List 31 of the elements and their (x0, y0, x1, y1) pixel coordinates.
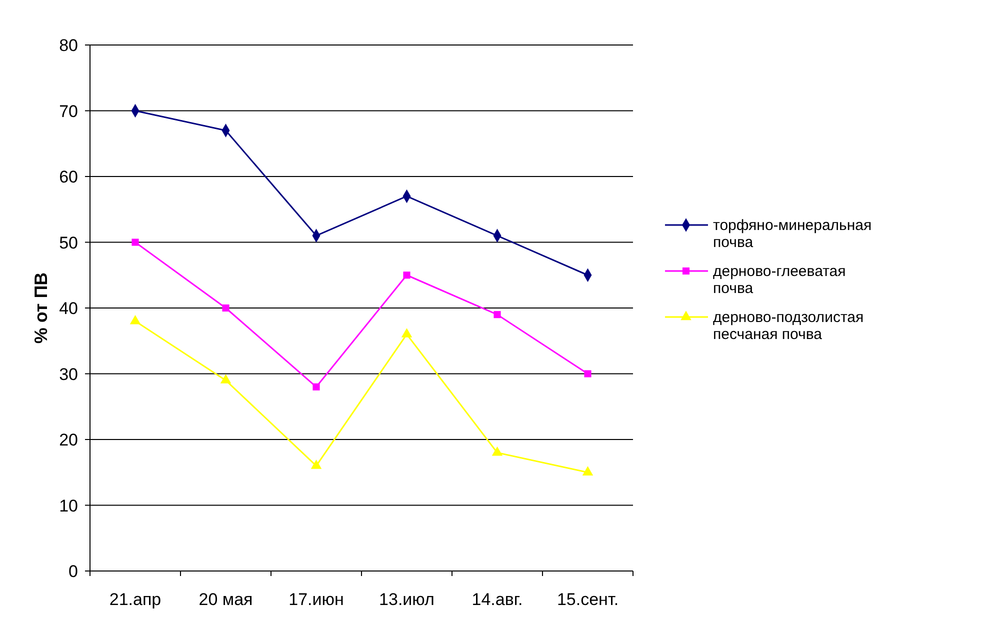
point (222, 304, 230, 312)
x-tick-label: 20 мая (198, 590, 253, 609)
y-tick-label: 0 (68, 562, 78, 581)
y-tick-label: 80 (59, 36, 78, 55)
x-tick-label: 21.апр (109, 590, 162, 609)
y-tick-label: 10 (59, 496, 78, 516)
point (220, 374, 232, 384)
point (403, 272, 410, 279)
x-tick-label: 17.июн (288, 590, 344, 609)
legend-label: дерново-глееватая почва (713, 263, 846, 297)
point (584, 370, 592, 378)
y-axis-title: % от ПВ (31, 272, 51, 344)
y-tick-label: 50 (59, 233, 78, 252)
legend-label: дерново-подзолистая песчаная почва (713, 309, 864, 343)
point (582, 466, 594, 476)
legend-label: торфяно-минеральная почва (713, 217, 872, 251)
y-tick-label: 70 (59, 102, 78, 121)
point (132, 238, 139, 246)
y-tick-label: 30 (59, 364, 78, 384)
x-tick-label: 15.сент. (556, 590, 619, 609)
point (310, 460, 322, 469)
y-tick-label: 20 (59, 430, 78, 450)
x-tick-label: 14.авг. (472, 590, 523, 609)
point (312, 383, 320, 390)
point (492, 446, 503, 456)
y-tick-label: 60 (59, 168, 78, 186)
y-tick-label: 40 (59, 299, 78, 318)
point (130, 314, 141, 324)
x-tick-label: 13.июл (379, 590, 434, 609)
point (494, 311, 501, 318)
point (401, 328, 412, 338)
